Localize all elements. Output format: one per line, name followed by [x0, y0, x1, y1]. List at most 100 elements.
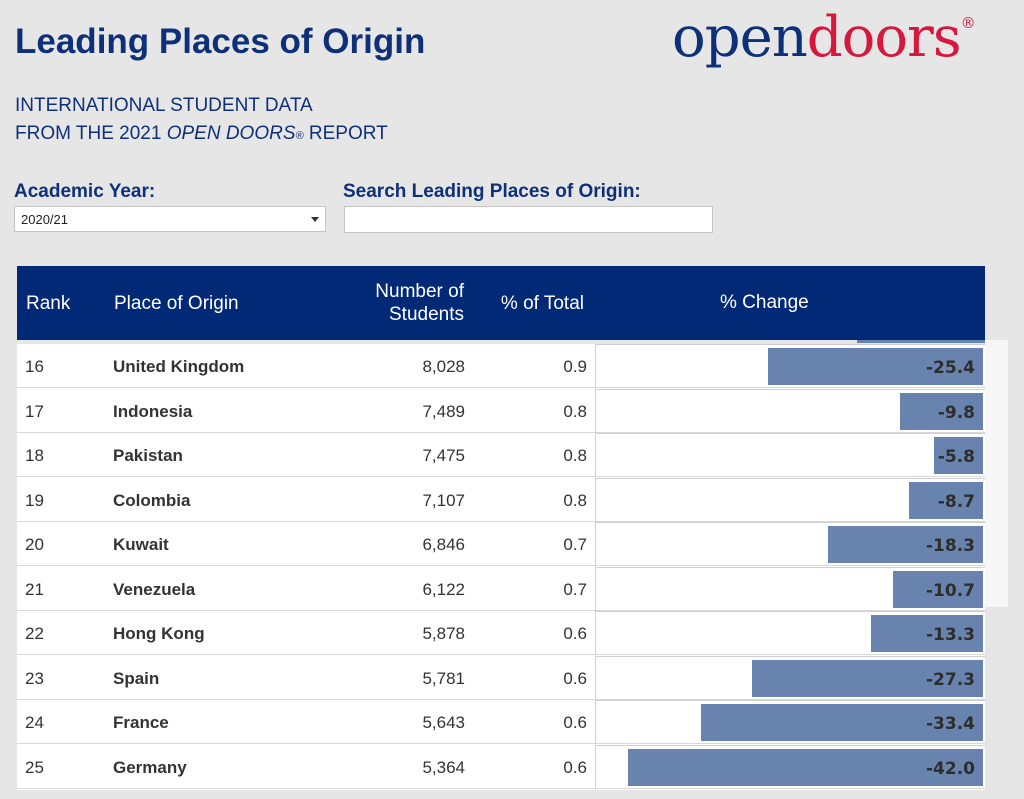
- pct-total-cell: 0.8: [563, 402, 587, 421]
- academic-year-label: Academic Year:: [14, 181, 156, 202]
- pct-change-bar: [871, 615, 983, 652]
- pct-change-bar: [934, 437, 983, 474]
- pct-change-label: -25.4: [926, 358, 975, 378]
- rank-cell: 17: [25, 402, 44, 421]
- rank-cell: 21: [25, 580, 44, 599]
- table-row[interactable]: 19 Colombia 7,107 0.8 -8.7: [17, 478, 985, 522]
- pct-total-cell: 0.6: [563, 758, 587, 777]
- students-cell: 6,846: [422, 535, 465, 554]
- academic-year-value: 2020/21: [21, 212, 68, 227]
- students-cell: 8,028: [422, 357, 465, 376]
- pct-change-label: -27.3: [926, 670, 975, 690]
- students-cell: 6,122: [422, 580, 465, 599]
- subtitle: INTERNATIONAL STUDENT DATA FROM THE 2021…: [15, 92, 388, 148]
- pct-total-cell: 0.6: [563, 624, 587, 643]
- students-cell: 5,878: [422, 624, 465, 643]
- pct-change-label: -8.7: [937, 492, 975, 512]
- pct-change-label: -42.0: [926, 759, 975, 779]
- pct-change-bar: [752, 660, 983, 697]
- logo-doors-text: doors: [806, 5, 962, 70]
- table-row[interactable]: 23 Spain 5,781 0.6 -27.3: [17, 656, 985, 700]
- academic-year-select[interactable]: 2020/21: [14, 206, 326, 232]
- subtitle-line-2: FROM THE 2021 OPEN DOORS® REPORT: [15, 120, 388, 148]
- column-header-students-line-1: Number of: [375, 281, 464, 302]
- opendoors-logo: opendoors®: [672, 10, 976, 66]
- table-row[interactable]: 21 Venezuela 6,122 0.7 -10.7: [17, 567, 985, 611]
- rank-cell: 25: [25, 758, 44, 777]
- pct-change-cell: -10.7: [595, 567, 985, 611]
- pct-change-cell: -42.0: [595, 745, 985, 789]
- table-row[interactable]: 20 Kuwait 6,846 0.7 -18.3: [17, 522, 985, 566]
- pct-change-label: -9.8: [937, 403, 975, 423]
- pct-change-bar: [628, 749, 983, 786]
- pct-change-bar: [768, 348, 983, 385]
- column-header-place[interactable]: Place of Origin: [114, 293, 239, 314]
- subtitle-line-2-post: REPORT: [303, 123, 388, 144]
- students-cell: 7,489: [422, 402, 465, 421]
- column-header-pct-change[interactable]: % Change: [720, 292, 809, 313]
- search-label: Search Leading Places of Origin:: [343, 181, 641, 202]
- pct-change-cell: -33.4: [595, 700, 985, 744]
- pct-change-label: -5.8: [937, 447, 975, 467]
- pct-change-bar: [701, 704, 983, 741]
- logo-open-text: open: [672, 5, 808, 70]
- dropdown-arrow-icon[interactable]: [311, 217, 319, 222]
- table-header: Rank Place of Origin Number of Students …: [17, 266, 985, 340]
- pct-change-bar: [900, 393, 983, 430]
- table-row[interactable]: 25 Germany 5,364 0.6 -42.0: [17, 745, 985, 789]
- place-cell: Indonesia: [113, 402, 193, 421]
- column-header-students[interactable]: Number of Students: [375, 280, 464, 326]
- pct-change-cell: -5.8: [595, 433, 985, 477]
- scrollbar[interactable]: [985, 340, 1008, 607]
- rank-cell: 16: [25, 357, 44, 376]
- column-header-students-line-2: Students: [389, 304, 464, 325]
- students-cell: 5,364: [422, 758, 465, 777]
- pct-change-bar: [893, 571, 983, 608]
- table-body: 16 United Kingdom 8,028 0.9 -25.4 17 Indonesia…: [17, 344, 985, 790]
- pct-change-label: -10.7: [926, 581, 975, 601]
- students-cell: 7,475: [422, 446, 465, 465]
- pct-total-cell: 0.6: [563, 669, 587, 688]
- rank-cell: 22: [25, 624, 44, 643]
- students-cell: 5,781: [422, 669, 465, 688]
- table-row[interactable]: 17 Indonesia 7,489 0.8 -9.8: [17, 389, 985, 433]
- logo-registered-mark: ®: [960, 14, 976, 32]
- pct-change-label: -33.4: [926, 714, 975, 734]
- place-cell: France: [113, 713, 169, 732]
- rank-cell: 19: [25, 491, 44, 510]
- rank-cell: 18: [25, 446, 44, 465]
- pct-total-cell: 0.9: [563, 357, 587, 376]
- subtitle-report-name: OPEN DOORS: [166, 123, 296, 144]
- rank-cell: 23: [25, 669, 44, 688]
- page-title: Leading Places of Origin: [15, 22, 426, 61]
- rank-cell: 24: [25, 713, 44, 732]
- search-input[interactable]: [344, 206, 713, 233]
- students-cell: 7,107: [422, 491, 465, 510]
- subtitle-line-1: INTERNATIONAL STUDENT DATA: [15, 95, 313, 116]
- place-cell: Hong Kong: [113, 624, 205, 643]
- place-cell: Germany: [113, 758, 187, 777]
- pct-change-label: -13.3: [926, 625, 975, 645]
- table-row[interactable]: 22 Hong Kong 5,878 0.6 -13.3: [17, 611, 985, 655]
- pct-change-cell: -8.7: [595, 478, 985, 522]
- subtitle-line-2-pre: FROM THE 2021: [15, 123, 167, 144]
- pct-change-cell: -13.3: [595, 611, 985, 655]
- previous-row-bar-sliver: [857, 340, 985, 343]
- place-cell: Pakistan: [113, 446, 183, 465]
- column-header-rank[interactable]: Rank: [26, 293, 71, 314]
- pct-total-cell: 0.7: [563, 580, 587, 599]
- place-cell: Spain: [113, 669, 160, 688]
- place-cell: United Kingdom: [113, 357, 245, 376]
- place-cell: Venezuela: [113, 580, 196, 599]
- table-row[interactable]: 18 Pakistan 7,475 0.8 -5.8: [17, 433, 985, 477]
- pct-change-bar: [828, 526, 983, 563]
- pct-change-bar: [909, 482, 983, 519]
- students-cell: 5,643: [422, 713, 465, 732]
- table-row[interactable]: 16 United Kingdom 8,028 0.9 -25.4: [17, 344, 985, 388]
- pct-change-cell: -27.3: [595, 656, 985, 700]
- pct-change-cell: -9.8: [595, 389, 985, 433]
- pct-change-cell: -25.4: [595, 344, 985, 388]
- pct-total-cell: 0.7: [563, 535, 587, 554]
- column-header-pct-total[interactable]: % of Total: [500, 293, 584, 314]
- table-row[interactable]: 24 France 5,643 0.6 -33.4: [17, 700, 985, 744]
